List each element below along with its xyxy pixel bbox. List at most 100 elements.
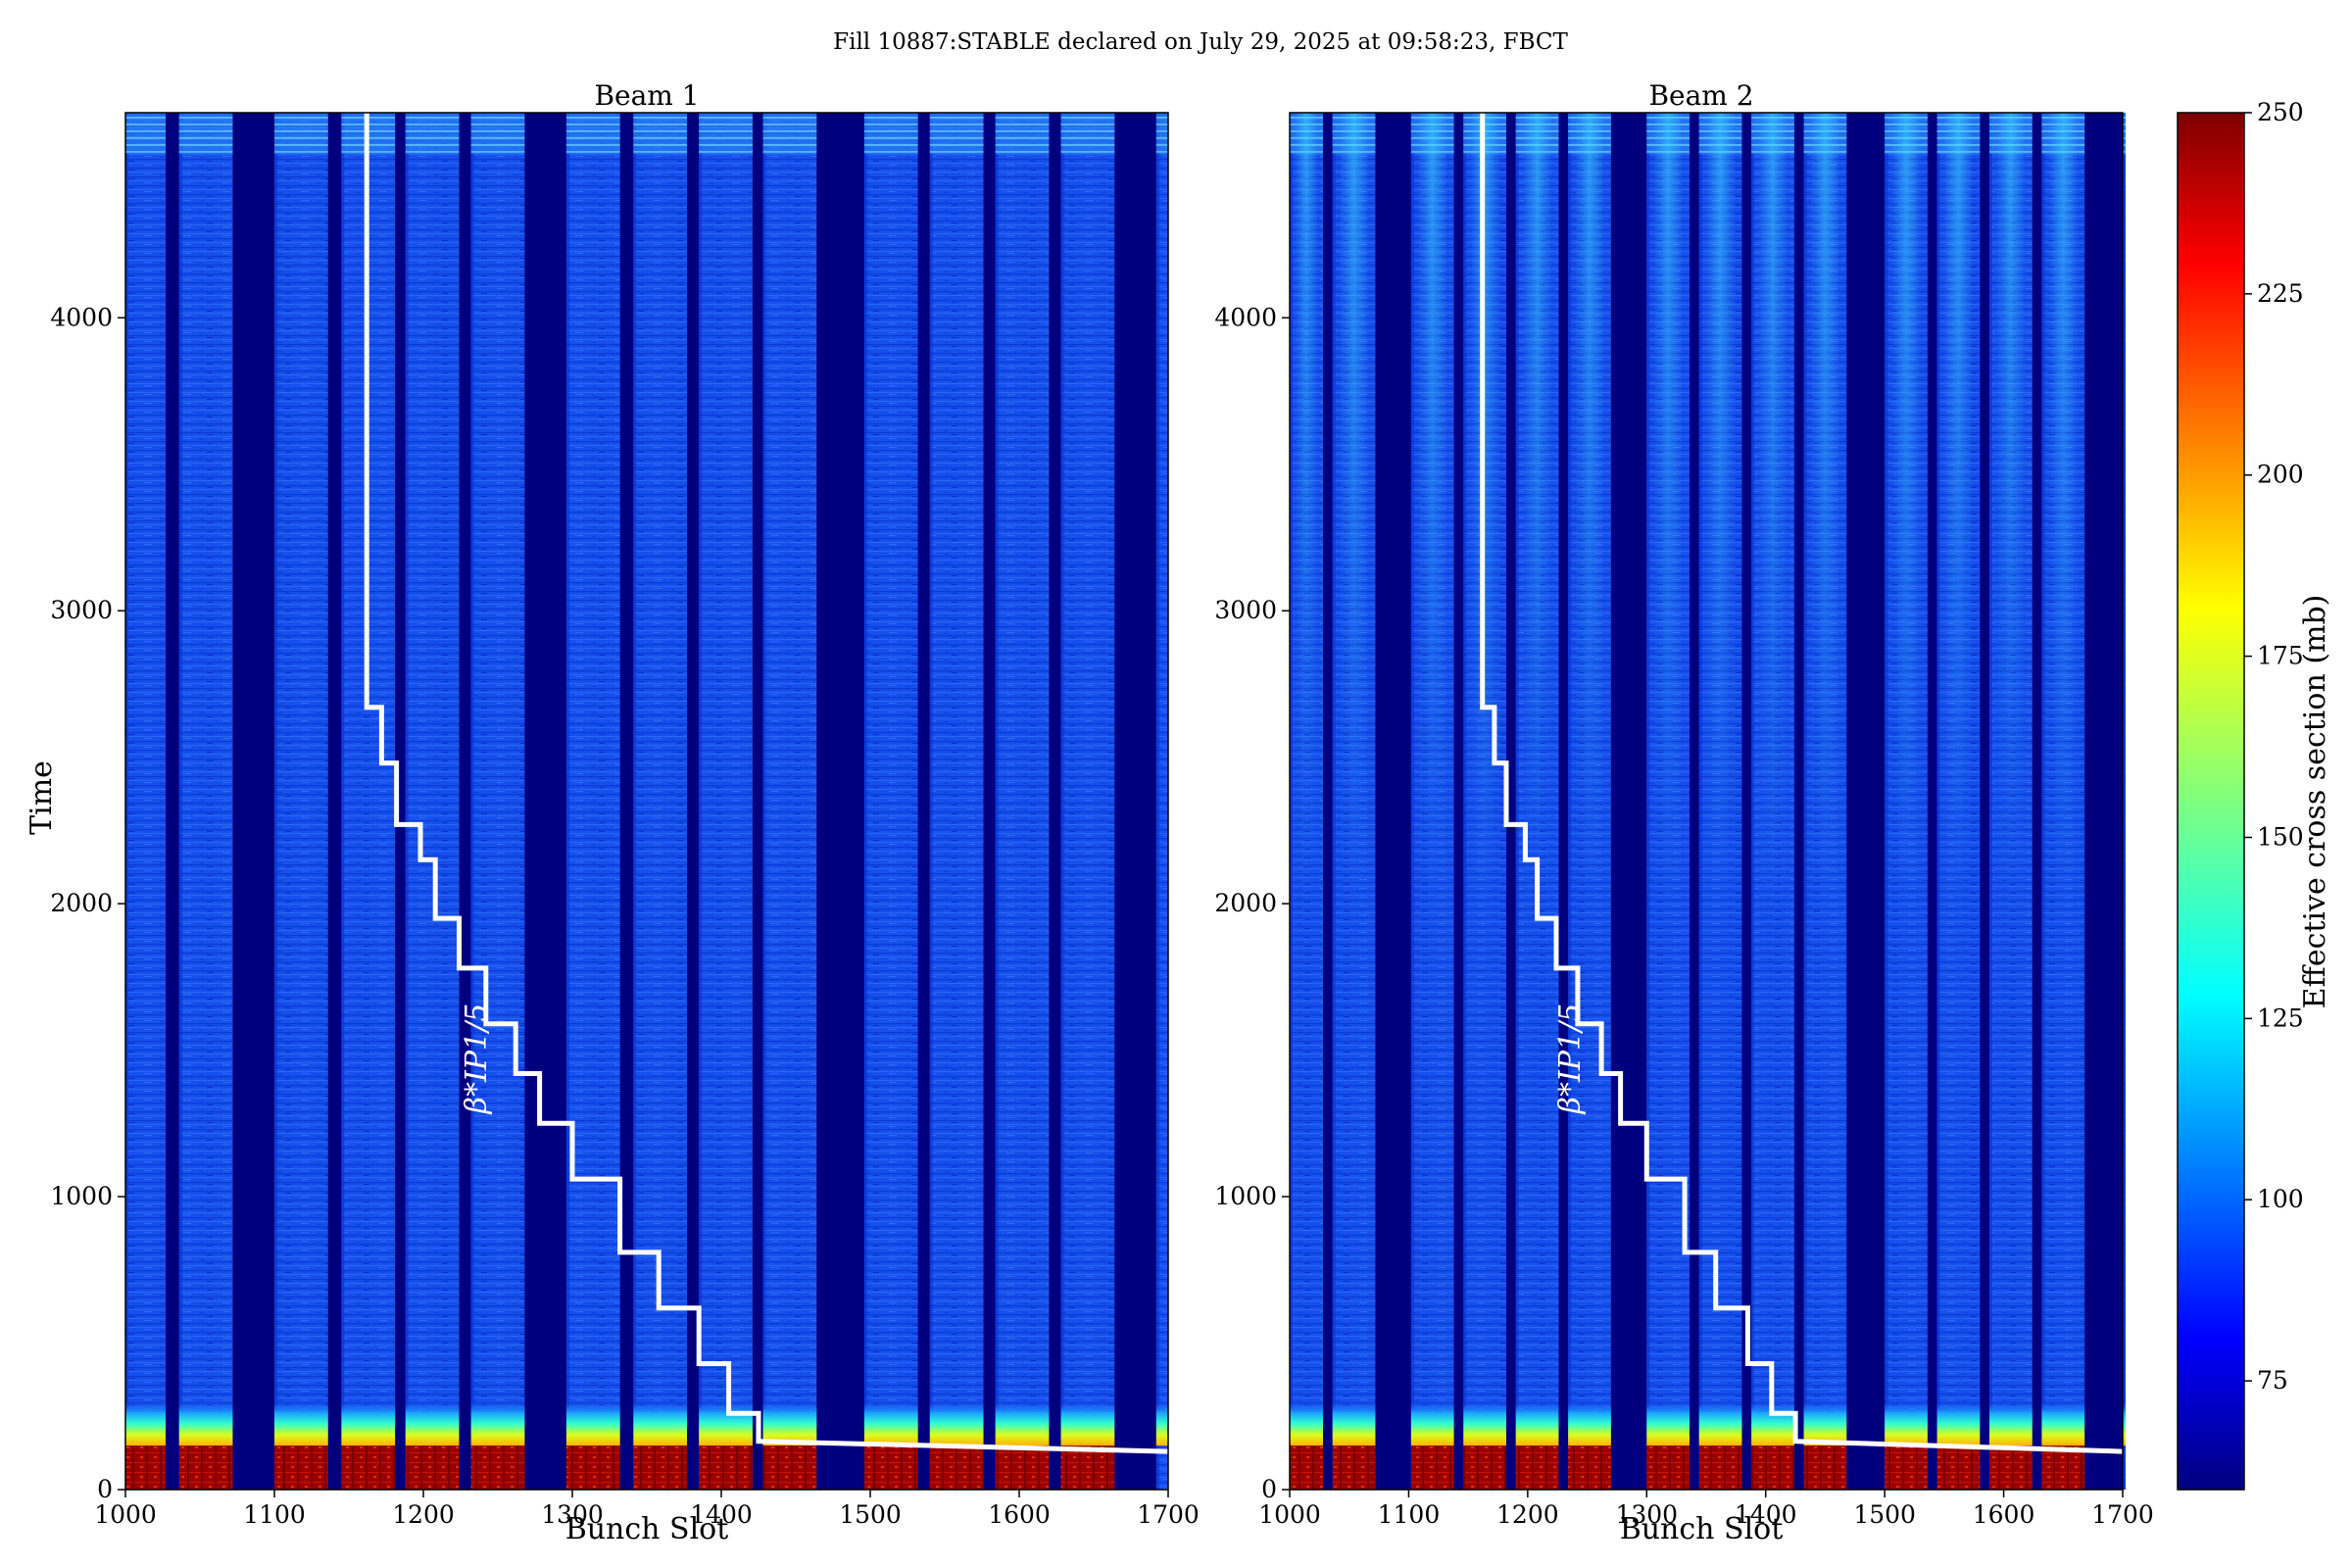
train-edge [1410,113,1414,1490]
top-band-stripe [2123,129,2126,132]
train-body [1155,113,1168,1490]
high-cross-section-block [274,1446,328,1490]
train-edge [1646,113,1650,1490]
train-transition [1410,1401,1454,1446]
train-transition [1515,1401,1559,1446]
train-glow [2047,113,2079,939]
high-cross-section-block [1463,1446,1506,1490]
top-band-stripe [274,136,328,139]
x-axis: 1000 1100 1200 1300 1400 1500 1600 1700 [94,1490,1200,1529]
top-band-stripe [2123,136,2126,139]
train-transition [565,1401,620,1446]
bunch-train-13 [1989,113,2033,1490]
top-band-stripe [1155,136,1168,139]
bunch-train-14 [1060,113,1115,1490]
colorbar-tick-label: 125 [2257,1004,2304,1032]
top-band-stripe [633,150,688,153]
colorbar-tick-label: 100 [2257,1185,2304,1213]
top-band-stripe [929,143,984,146]
train-glow [1810,113,1840,939]
top-band-stripe [762,136,817,139]
top-band-stripe [1060,136,1115,139]
high-cross-section-block [1936,1446,1981,1490]
top-band-stripe [863,136,918,139]
top-band-stripe [929,129,984,132]
plot-frame [1289,112,2124,1491]
top-band-stripe [405,143,460,146]
x-tick-label: 1600 [988,1500,1051,1529]
top-band-stripe [470,143,525,146]
top-band-stripe [863,117,918,119]
bunch-train-11 [1885,113,1928,1490]
high-cross-section-block [405,1446,460,1490]
train-transition [1936,1401,1981,1446]
bunch-train-7 [1646,113,1690,1490]
y-tick-label: 3000 [1214,596,1277,624]
top-band-stripe [178,117,233,119]
train-transition [1463,1401,1506,1446]
bunch-train-2 [1332,113,1376,1490]
train-transition [1803,1401,1847,1446]
colorbar-tick-label: 225 [2257,279,2304,308]
top-band-stripe [929,122,984,125]
top-band-stripe [125,117,167,119]
train-edge [995,113,999,1490]
train-edge [863,113,867,1490]
top-band-stripe [565,136,620,139]
top-band-stripe [1060,122,1115,125]
high-cross-section-block [1568,1446,1611,1490]
train-transition [995,1401,1050,1446]
train-glow [1705,113,1736,939]
train-edge [2123,113,2126,1490]
train-glow [1522,113,1552,939]
train-top-band [863,113,918,154]
top-band-stripe [633,136,688,139]
colorbar: 75 100 125 150 175 200 225 250 Effective cross … [2177,98,2332,1491]
train-top-band [274,113,328,154]
train-edge [1155,113,1159,1490]
train-glow [1652,113,1684,939]
panel-title: Beam 1 [594,79,699,112]
train-edge [699,113,703,1490]
top-band-stripe [565,150,620,153]
train-body [699,113,753,1490]
top-band-stripe [762,143,817,146]
bunch-train-9 [1751,113,1794,1490]
top-band-stripe [125,150,167,153]
bunch-train-12 [929,113,984,1490]
train-glow [1995,113,2027,939]
x-axis-label: Bunch Slot [565,1512,729,1546]
x-tick-label: 1500 [1853,1500,1916,1529]
top-band-stripe [633,143,688,146]
train-top-band [699,113,753,154]
train-transition [1568,1401,1611,1446]
train-top-band [565,113,620,154]
top-band-stripe [929,136,984,139]
top-band-stripe [125,122,167,125]
bunch-train-13 [995,113,1050,1490]
train-body [929,113,984,1490]
x-tick-label: 1000 [94,1500,157,1529]
top-band-stripe [1155,129,1168,132]
train-transition [929,1401,984,1446]
high-cross-section-block [1410,1446,1454,1490]
top-band-stripe [929,117,984,119]
top-band-stripe [863,122,918,125]
train-transition [699,1401,753,1446]
y-tick-label: 0 [1261,1475,1277,1503]
x-tick-label: 1700 [1137,1500,1200,1529]
train-edge [929,113,933,1490]
train-transition [1155,1401,1168,1446]
top-band-stripe [405,150,460,153]
top-band-stripe [699,117,753,119]
train-edge [1751,113,1755,1490]
top-band-stripe [125,143,167,146]
top-band-stripe [274,117,328,119]
x-axis: 1000 1100 1200 1300 1400 1500 1600 1700 [1258,1490,2154,1529]
top-band-stripe [995,136,1050,139]
x-tick-label: 1300 [1615,1500,1678,1529]
train-edge [274,113,277,1490]
top-band-stripe [762,122,817,125]
heatmap-area [124,112,1169,1491]
